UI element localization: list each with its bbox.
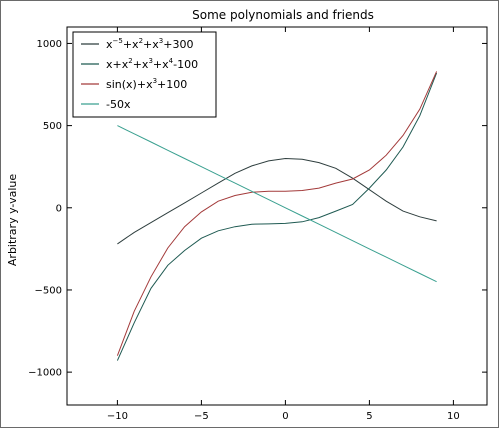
y-tick-label: 0 xyxy=(56,203,62,214)
series-line-4 xyxy=(117,125,437,283)
x-tick-label: −10 xyxy=(107,411,128,422)
x-tick-label: 5 xyxy=(366,411,372,422)
x-tick-label: 0 xyxy=(282,411,288,422)
legend-label: sin(x)+x3+100 xyxy=(106,77,187,91)
y-axis-label: Arbitrary y-value xyxy=(6,174,19,266)
legend-label: -50x xyxy=(106,98,131,111)
chart-title: Some polynomials and friends xyxy=(192,8,374,22)
y-tick-label: 1000 xyxy=(37,39,62,50)
legend: x−5+x2+x3+300 x+x2+x3+x4-100 sin(x)+x3+100… xyxy=(72,31,217,118)
x-tick-label: 10 xyxy=(447,411,460,422)
legend-box xyxy=(72,31,217,118)
legend-label: x+x2+x3+x4-100 xyxy=(106,57,198,71)
y-tick-label: 500 xyxy=(43,121,62,132)
y-tick-label: −500 xyxy=(35,285,62,296)
series-line-2 xyxy=(116,72,438,361)
x-tick-label: −5 xyxy=(194,411,209,422)
y-tick-label: −1000 xyxy=(28,368,62,379)
series-line-3 xyxy=(116,71,438,356)
series-line-1 xyxy=(117,157,437,245)
legend-label: x−5+x2+x3+300 xyxy=(106,37,193,51)
